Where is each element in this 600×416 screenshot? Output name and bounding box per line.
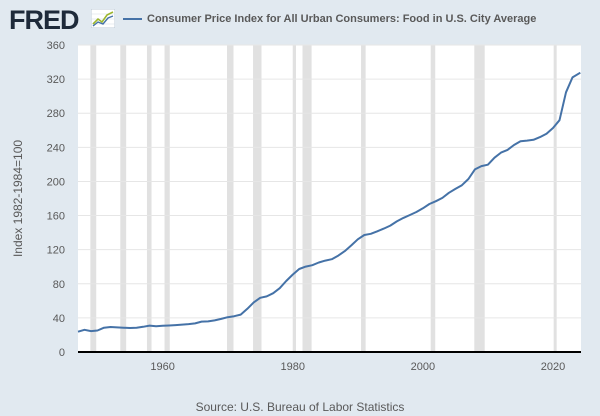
legend-label: Consumer Price Index for All Urban Consu… bbox=[147, 13, 537, 25]
y-tick-label: 320 bbox=[47, 74, 65, 86]
recession-band bbox=[474, 45, 485, 352]
recession-band bbox=[292, 45, 296, 352]
recession-band bbox=[227, 45, 234, 352]
gridlines bbox=[78, 44, 581, 319]
x-tick-label: 1960 bbox=[150, 361, 174, 373]
recession-band bbox=[120, 45, 127, 352]
y-tick-label: 80 bbox=[53, 279, 65, 291]
recession-band bbox=[146, 45, 152, 352]
y-tick-label: 40 bbox=[53, 313, 65, 325]
plot-area bbox=[78, 45, 581, 352]
y-tick-label: 280 bbox=[47, 108, 65, 120]
y-axis-tick-labels: 0 40 80 120 160 200 240 280 320 360 bbox=[47, 40, 65, 359]
cpi-food-series-line[interactable] bbox=[77, 71, 581, 333]
y-tick-label: 200 bbox=[47, 176, 65, 188]
legend-line-swatch bbox=[123, 18, 142, 20]
y-tick-label: 120 bbox=[47, 245, 65, 257]
x-axis-tick-labels: 1960 1980 2000 2020 bbox=[150, 361, 565, 373]
x-tick-label: 1980 bbox=[280, 361, 304, 373]
chart-legend[interactable]: Consumer Price Index for All Urban Consu… bbox=[123, 13, 536, 25]
x-tick-label: 2000 bbox=[411, 361, 435, 373]
fred-line-graph-icon bbox=[91, 9, 115, 28]
recession-band bbox=[430, 45, 436, 352]
y-tick-label: 360 bbox=[47, 40, 65, 52]
y-tick-label: 240 bbox=[47, 142, 65, 154]
fred-logo[interactable]: FRED bbox=[9, 5, 79, 35]
recession-band bbox=[164, 45, 170, 352]
y-tick-label: 160 bbox=[47, 211, 65, 223]
recession-band bbox=[553, 45, 557, 352]
source-attribution: Source: U.S. Bureau of Labor Statistics bbox=[195, 400, 405, 414]
x-tick-label: 2020 bbox=[541, 361, 565, 373]
header: FRED Consumer Price Index for All Urban … bbox=[0, 0, 600, 40]
recession-band bbox=[253, 45, 262, 352]
recession-band bbox=[361, 45, 366, 352]
recession-band bbox=[302, 45, 312, 352]
recession-band bbox=[90, 45, 97, 352]
y-axis-label: Index 1982-1984=100 bbox=[11, 140, 25, 257]
y-tick-label: 0 bbox=[59, 347, 65, 359]
recession-bands bbox=[90, 45, 557, 352]
